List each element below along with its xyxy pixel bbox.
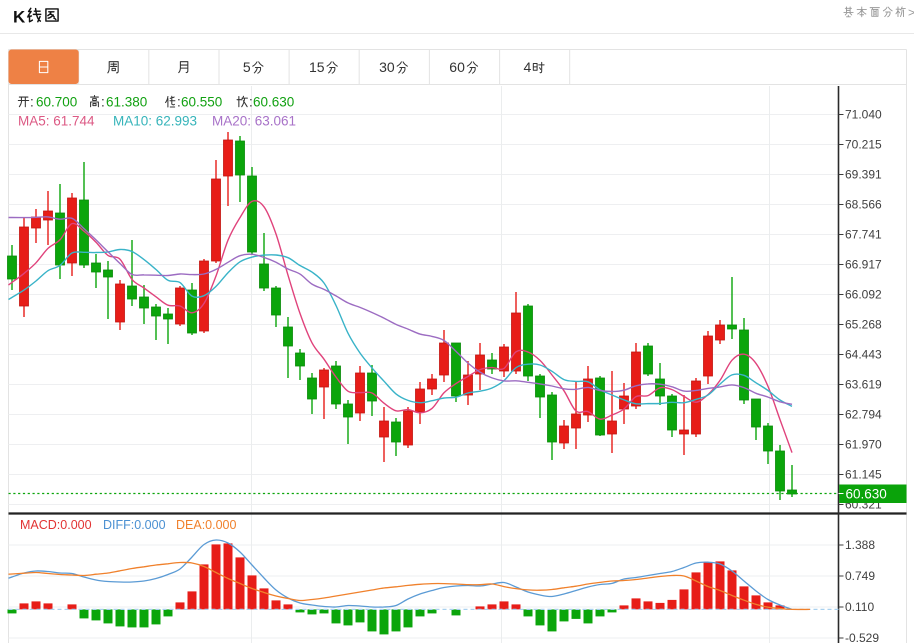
svg-text:K: K	[13, 8, 26, 27]
svg-text:60: 60	[449, 59, 465, 75]
svg-text:60.630: 60.630	[846, 487, 887, 502]
svg-text:>: >	[908, 6, 914, 20]
svg-text:15: 15	[309, 59, 325, 75]
svg-text:66.092: 66.092	[845, 288, 882, 302]
svg-text:MA20: 63.061: MA20: 63.061	[212, 114, 296, 129]
svg-text:62.794: 62.794	[845, 408, 882, 422]
svg-text:64.443: 64.443	[845, 348, 882, 362]
svg-text:-0.529: -0.529	[845, 631, 879, 643]
svg-text:0.110: 0.110	[845, 600, 874, 614]
svg-text:63.619: 63.619	[845, 378, 882, 392]
svg-text:60.700: 60.700	[36, 95, 77, 110]
svg-text:MA10: 62.993: MA10: 62.993	[113, 114, 197, 129]
svg-text:MA5: 61.744: MA5: 61.744	[18, 114, 95, 129]
svg-text:60.630: 60.630	[253, 95, 294, 110]
svg-text:61.380: 61.380	[106, 95, 147, 110]
svg-text:30: 30	[379, 59, 395, 75]
svg-text::: :	[101, 95, 105, 110]
svg-text::: :	[30, 95, 34, 110]
svg-text::: :	[177, 95, 181, 110]
svg-text:70.215: 70.215	[845, 138, 882, 152]
svg-text::: :	[249, 95, 253, 110]
svg-text:68.566: 68.566	[845, 198, 882, 212]
svg-text:60.550: 60.550	[181, 95, 222, 110]
svg-text:0.749: 0.749	[845, 569, 875, 583]
svg-text:61.145: 61.145	[845, 468, 882, 482]
svg-text:1.388: 1.388	[845, 538, 875, 552]
svg-text:DEA:0.000: DEA:0.000	[176, 518, 237, 532]
svg-text:5: 5	[243, 59, 251, 75]
svg-text:67.741: 67.741	[845, 228, 882, 242]
svg-text:71.040: 71.040	[845, 108, 882, 122]
svg-text:4: 4	[524, 59, 532, 75]
svg-text:66.917: 66.917	[845, 258, 882, 272]
svg-text:65.268: 65.268	[845, 318, 882, 332]
svg-text:MACD:0.000: MACD:0.000	[20, 518, 92, 532]
svg-text:DIFF:0.000: DIFF:0.000	[103, 518, 166, 532]
svg-text:61.970: 61.970	[845, 438, 882, 452]
svg-text:69.391: 69.391	[845, 168, 882, 182]
